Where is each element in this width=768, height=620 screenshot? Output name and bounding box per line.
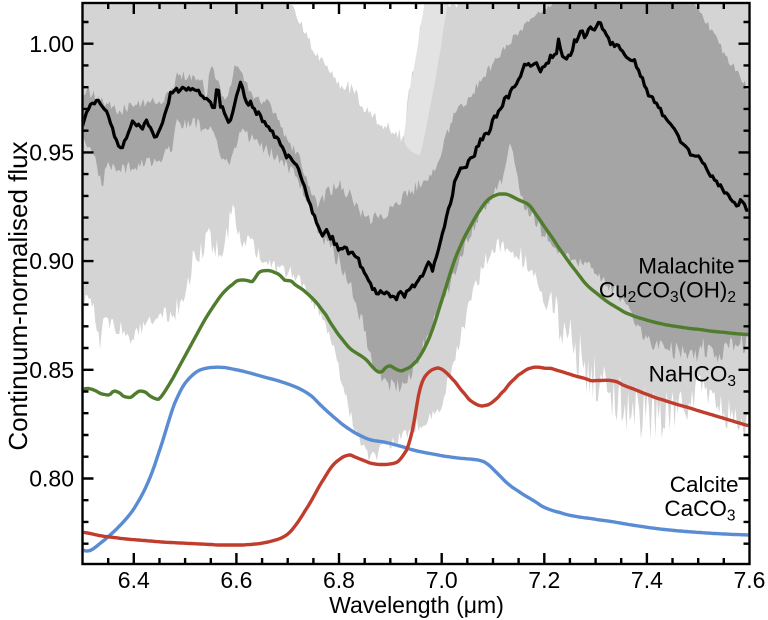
svg-text:CaCO3: CaCO3 xyxy=(664,496,735,525)
svg-text:7.4: 7.4 xyxy=(631,567,663,593)
svg-text:6.8: 6.8 xyxy=(323,567,355,593)
svg-text:Malachite: Malachite xyxy=(638,254,734,279)
svg-text:7.6: 7.6 xyxy=(734,567,766,593)
svg-text:NaHCO3: NaHCO3 xyxy=(649,362,736,391)
svg-text:6.6: 6.6 xyxy=(220,567,252,593)
svg-text:0.90: 0.90 xyxy=(29,248,74,274)
svg-text:Calcite: Calcite xyxy=(670,472,739,497)
svg-text:Continuum-normalised flux: Continuum-normalised flux xyxy=(3,141,33,450)
svg-text:0.85: 0.85 xyxy=(29,357,74,383)
svg-text:0.95: 0.95 xyxy=(29,140,74,166)
svg-text:Wavelength (μm): Wavelength (μm) xyxy=(329,592,504,618)
svg-text:7.0: 7.0 xyxy=(426,567,458,593)
svg-text:6.4: 6.4 xyxy=(118,567,150,593)
svg-text:0.80: 0.80 xyxy=(29,466,74,492)
svg-text:1.00: 1.00 xyxy=(29,31,74,57)
svg-text:Cu2CO3(OH)2: Cu2CO3(OH)2 xyxy=(599,278,736,307)
svg-text:7.2: 7.2 xyxy=(528,567,560,593)
